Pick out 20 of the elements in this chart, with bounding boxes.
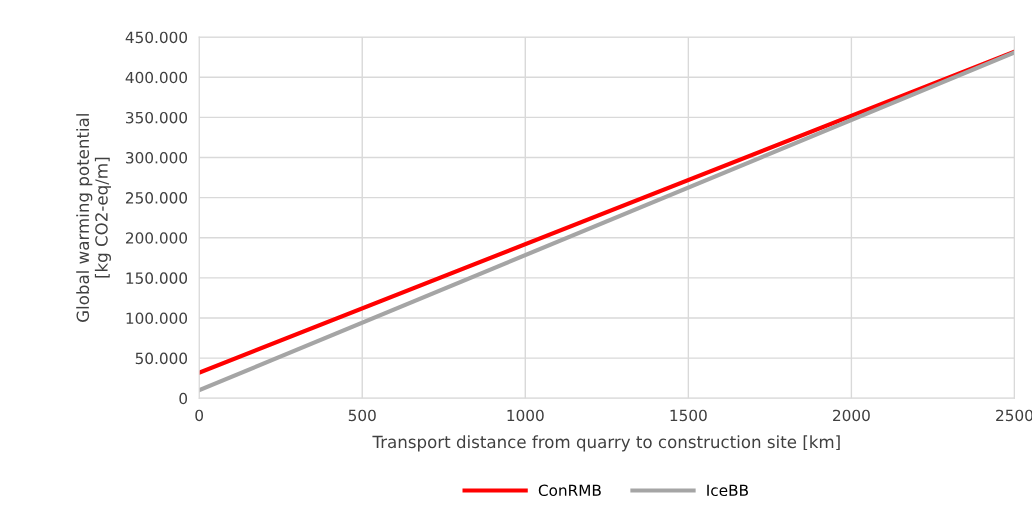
legend-label: ConRMB: [538, 484, 601, 497]
y-tick-label: 50.000: [135, 352, 188, 365]
y-tick-label: 0: [179, 392, 188, 405]
y-tick-label: 450.000: [125, 31, 188, 44]
y-tick-label: 150.000: [126, 272, 188, 284]
x-tick-label: 1500: [670, 409, 707, 422]
y-tick-label: 350.000: [126, 111, 188, 124]
y-tick-label: 300.000: [126, 152, 188, 164]
y-tick-label: 250.000: [126, 192, 188, 204]
x-tick-label: 500: [348, 409, 376, 422]
x-tick-label: 2500: [996, 409, 1032, 422]
legend-label: IceBB: [707, 484, 748, 497]
x-tick-label: 2000: [833, 409, 870, 422]
x-axis-title: Transport distance from quarry to construction site [km]: [372, 435, 840, 452]
x-tick-label: 1000: [507, 409, 544, 422]
y-tick-label: 400.000: [125, 71, 188, 84]
x-tick-label: 0: [195, 409, 204, 422]
y-axis-title: Global warming potential [kg CO2-eq/m]: [76, 114, 111, 322]
y-tick-label: 200.000: [126, 232, 188, 244]
y-tick-label: 100.000: [126, 312, 188, 325]
